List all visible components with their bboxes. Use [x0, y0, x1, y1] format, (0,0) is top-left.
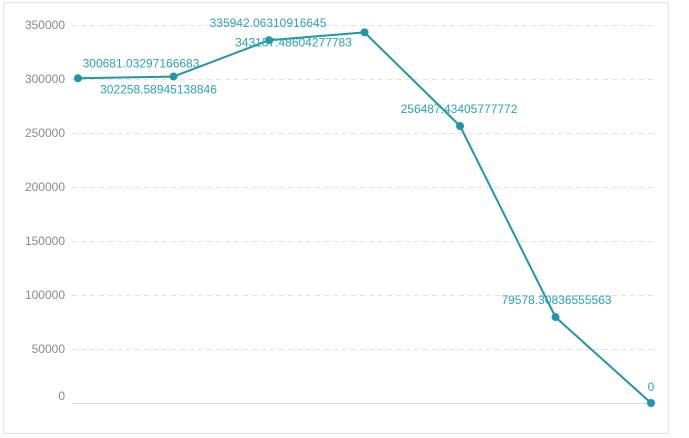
data-point[interactable] — [265, 36, 273, 45]
y-tick-label: 250000 — [25, 126, 65, 140]
chart-panel — [3, 2, 669, 434]
data-label: 0 — [648, 380, 655, 394]
y-tick-label: 0 — [58, 389, 65, 403]
data-label: 343187.48604277783 — [235, 35, 352, 49]
data-point[interactable] — [169, 72, 178, 81]
grid-layer — [72, 25, 656, 350]
data-label: 302258.58945138846 — [100, 83, 217, 97]
data-label-layer: 300681.03297166683 302258.58945138846 3359… — [83, 16, 655, 394]
data-point[interactable] — [456, 121, 464, 130]
y-tick-label: 100000 — [25, 288, 65, 302]
series-layer — [74, 28, 655, 407]
data-label: 79578.30836555563 — [501, 293, 611, 307]
y-tick-label: 350000 — [25, 18, 65, 32]
y-tick-label: 200000 — [25, 180, 65, 194]
data-point[interactable] — [647, 399, 655, 407]
data-label: 256487.43405777772 — [401, 102, 518, 116]
data-point[interactable] — [360, 28, 369, 37]
data-label: 300681.03297166683 — [83, 56, 200, 70]
axis-layer: 0 50000 100000 150000 200000 250000 300000 3500… — [25, 18, 656, 404]
data-point[interactable] — [74, 74, 82, 83]
y-tick-label: 300000 — [25, 72, 65, 86]
y-tick-label: 150000 — [25, 234, 65, 248]
data-label: 335942.06310916645 — [210, 16, 327, 30]
y-tick-label: 50000 — [32, 342, 66, 356]
data-point[interactable] — [551, 313, 560, 322]
